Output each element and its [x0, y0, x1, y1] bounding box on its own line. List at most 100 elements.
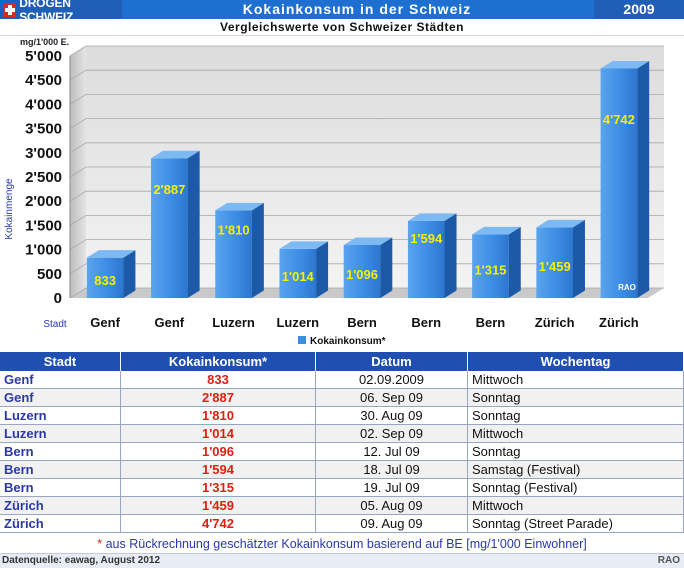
cell-datum: 02.09.2009 [315, 371, 468, 389]
unit-label: mg/1'000 E. [20, 37, 69, 47]
x-axis-label: Stadt [43, 319, 67, 330]
cell-stadt: Luzern [0, 406, 121, 425]
footnote: * aus Rückrechnung geschätzter Kokainkon… [0, 537, 684, 551]
x-tick-label: Bern [476, 315, 506, 330]
y-tick-label: 4'500 [25, 72, 62, 89]
cell-stadt: Bern [0, 442, 121, 461]
cell-kokainkonsum: 1'315 [120, 478, 316, 497]
bar-top [407, 213, 457, 221]
table-row: Bern 1'594 18. Jul 09 Samstag (Festival) [0, 460, 684, 479]
cell-datum: 19. Jul 09 [315, 478, 468, 497]
bar-front [407, 220, 445, 298]
bar-top [86, 250, 136, 258]
legend: Kokainkonsum* [298, 336, 386, 347]
brand-logo: DROGEN SCHWEIZ [0, 0, 122, 24]
cell-datum: 05. Aug 09 [315, 496, 468, 515]
table-row: Bern 1'096 12. Jul 09 Sonntag [0, 442, 684, 461]
bar-front [279, 248, 317, 298]
cell-datum: 09. Aug 09 [315, 514, 468, 533]
brand-name: DROGEN SCHWEIZ [19, 0, 74, 24]
bar [215, 202, 264, 298]
y-tick-label: 5'000 [25, 48, 62, 65]
y-tick-label: 2'000 [25, 193, 62, 210]
bar-value-label: 1'810 [218, 223, 250, 238]
cell-wochentag: Mittwoch [467, 424, 684, 443]
gridline [69, 69, 664, 81]
bar-front [86, 257, 124, 298]
y-tick-label: 4'000 [25, 96, 62, 113]
bar-side [444, 213, 457, 298]
gridline [69, 118, 664, 129]
y-tick-label: 500 [37, 266, 62, 283]
y-tick-label: 2'500 [25, 169, 62, 186]
footnote-text: aus Rückrechnung geschätzter Kokainkonsu… [105, 537, 587, 551]
bar [343, 237, 393, 298]
bar-value-label: 1'096 [346, 267, 378, 282]
bar-top [472, 226, 521, 235]
cell-datum: 02. Sep 09 [315, 424, 468, 443]
x-tick-label: Luzern [212, 315, 255, 330]
data-table: Stadt Kokainkonsum* Datum Wochentag Genf… [0, 352, 684, 533]
bar-side [251, 202, 264, 298]
cell-kokainkonsum: 1'014 [120, 424, 316, 443]
data-source: Datenquelle: eawag, August 2012 [2, 555, 161, 566]
table-row: Genf 833 02.09.2009 Mittwoch [0, 371, 684, 389]
y-tick-label: 1'000 [25, 242, 62, 259]
gridline [69, 214, 664, 226]
cell-wochentag: Mittwoch [467, 371, 684, 389]
gridline [69, 239, 664, 250]
cell-stadt: Bern [0, 460, 121, 479]
bar-value-label: 1'315 [474, 262, 506, 277]
x-tick-label: Genf [90, 315, 120, 330]
cell-kokainkonsum: 1'459 [120, 496, 316, 515]
bar [151, 150, 200, 298]
cell-datum: 12. Jul 09 [315, 442, 468, 461]
table-row: Luzern 1'014 02. Sep 09 Mittwoch [0, 424, 684, 443]
gridline [69, 263, 664, 275]
bar [407, 213, 457, 298]
table-row: Luzern 1'810 30. Aug 09 Sonntag [0, 406, 684, 425]
cell-kokainkonsum: 2'887 [120, 388, 316, 407]
bar-value-label: 2'887 [153, 182, 185, 197]
y-tick-label: 3'000 [25, 145, 62, 162]
bar-side [572, 219, 585, 298]
bar-top [151, 150, 200, 159]
cell-kokainkonsum: 1'594 [120, 460, 316, 479]
legend-label: Kokainkonsum* [310, 336, 386, 347]
page-title: Kokainkonsum in der Schweiz [242, 1, 472, 17]
cell-stadt: Zürich [0, 496, 121, 515]
bar-front [536, 227, 573, 298]
x-tick-label: Luzern [276, 315, 319, 330]
bar-side [508, 226, 521, 298]
bar [472, 226, 521, 298]
cell-datum: 06. Sep 09 [315, 388, 468, 407]
cell-kokainkonsum: 833 [120, 371, 316, 389]
bar-value-label: 1'459 [539, 259, 571, 274]
bar-top [279, 241, 329, 249]
page-subtitle: Vergleichswerte von Schweizer Städten [0, 19, 684, 36]
bar-front [151, 158, 188, 298]
table-row: Bern 1'315 19. Jul 09 Sonntag (Festival) [0, 478, 684, 497]
cell-wochentag: Sonntag [467, 406, 684, 425]
y-axis-label: Kokainmenge [4, 178, 15, 240]
bar-top [536, 219, 585, 228]
bar-side [123, 250, 136, 298]
cell-wochentag: Mittwoch [467, 496, 684, 515]
cell-datum: 18. Jul 09 [315, 460, 468, 479]
gridline [69, 166, 664, 178]
footnote-star: * [97, 537, 103, 551]
bar-top [343, 237, 393, 245]
gridline [69, 45, 664, 57]
header-kokainkonsum: Kokainkonsum* [120, 352, 316, 371]
cell-stadt: Bern [0, 478, 121, 497]
cell-wochentag: Sonntag (Street Parade) [467, 514, 684, 533]
gridline [69, 142, 664, 154]
bar-front [343, 244, 381, 298]
gridline [69, 190, 664, 202]
cell-wochentag: Sonntag (Festival) [467, 478, 684, 497]
y-tick-label: 0 [54, 290, 62, 307]
cell-stadt: Genf [0, 371, 121, 389]
swiss-flag-icon [3, 2, 17, 17]
bar-side [637, 60, 650, 298]
bar-top [215, 202, 264, 211]
